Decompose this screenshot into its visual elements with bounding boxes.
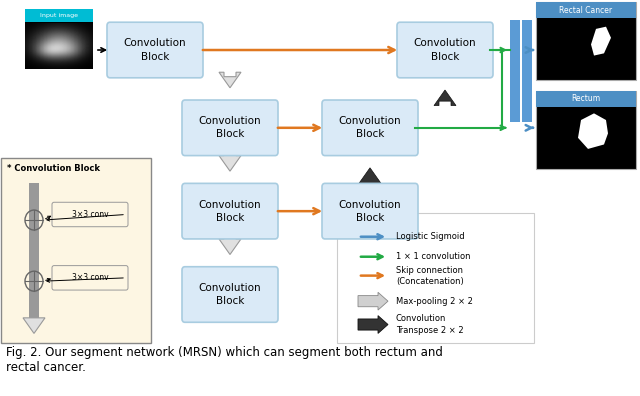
FancyBboxPatch shape (182, 100, 278, 156)
FancyBboxPatch shape (182, 267, 278, 322)
Text: 1 × 1 convolution: 1 × 1 convolution (396, 252, 470, 261)
Bar (25, 9, 93, 22)
Text: Convolution
Block: Convolution Block (198, 116, 261, 139)
Bar (536, 91, 636, 169)
Polygon shape (578, 113, 608, 149)
FancyBboxPatch shape (397, 22, 493, 78)
Text: Rectal Cancer: Rectal Cancer (559, 6, 612, 15)
FancyBboxPatch shape (107, 22, 203, 78)
Text: Logistic Sigmoid: Logistic Sigmoid (396, 232, 465, 241)
Text: Rectum: Rectum (572, 94, 600, 103)
FancyBboxPatch shape (182, 183, 278, 239)
FancyBboxPatch shape (337, 213, 534, 343)
Text: Convolution
Block: Convolution Block (124, 38, 186, 62)
Text: 3×3 conv: 3×3 conv (72, 273, 108, 282)
FancyBboxPatch shape (322, 183, 418, 239)
Polygon shape (219, 154, 241, 171)
Bar (522, 20, 532, 122)
Polygon shape (359, 251, 381, 268)
Polygon shape (358, 316, 388, 333)
Text: Convolution
Block: Convolution Block (339, 116, 401, 139)
Polygon shape (219, 238, 241, 255)
Bar (510, 20, 520, 122)
Text: Fig. 2. Our segment network (MRSN) which can segment both rectum and
rectal canc: Fig. 2. Our segment network (MRSN) which… (6, 346, 444, 374)
Polygon shape (359, 168, 381, 185)
FancyBboxPatch shape (52, 266, 128, 290)
Polygon shape (219, 72, 241, 88)
Bar (25, 9, 93, 69)
Text: Input image: Input image (40, 13, 78, 18)
FancyBboxPatch shape (322, 100, 418, 156)
Text: Convolution
Block: Convolution Block (339, 200, 401, 223)
Text: Convolution
Block: Convolution Block (413, 38, 476, 62)
FancyBboxPatch shape (1, 158, 151, 343)
FancyBboxPatch shape (52, 202, 128, 227)
Text: Convolution
Block: Convolution Block (198, 200, 261, 223)
Text: * Convolution Block: * Convolution Block (7, 164, 100, 173)
Polygon shape (434, 90, 456, 106)
Text: Max-pooling 2 × 2: Max-pooling 2 × 2 (396, 297, 473, 306)
Bar (536, 2, 636, 18)
Text: 3×3 conv: 3×3 conv (72, 210, 108, 219)
Text: Convolution
Block: Convolution Block (198, 283, 261, 306)
Text: Skip connection
(Concatenation): Skip connection (Concatenation) (396, 266, 464, 286)
Polygon shape (591, 27, 611, 55)
Polygon shape (358, 292, 388, 310)
Bar (536, 91, 636, 107)
Bar (536, 2, 636, 80)
Polygon shape (23, 318, 45, 333)
Text: Convolution
Transpose 2 × 2: Convolution Transpose 2 × 2 (396, 314, 463, 335)
Bar (29, 183, 39, 322)
